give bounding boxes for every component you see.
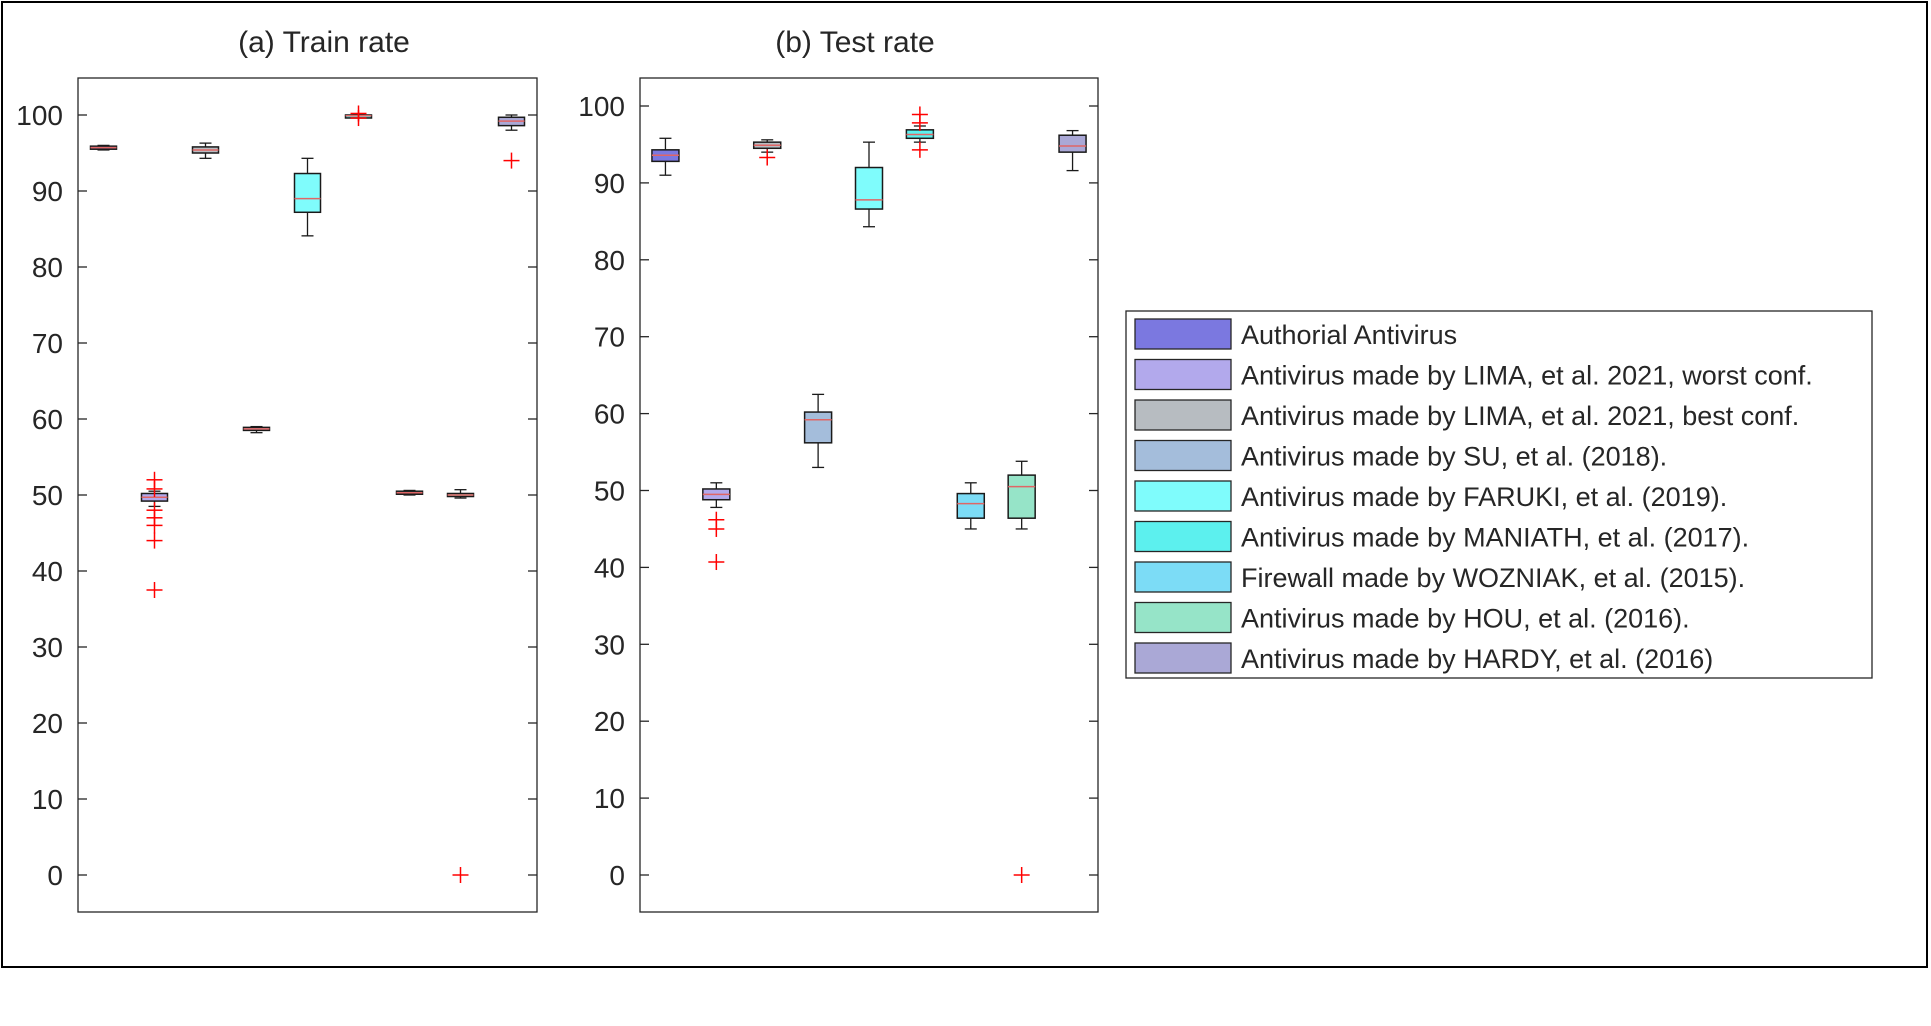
box-group — [1058, 129, 1087, 172]
box-group — [395, 489, 424, 496]
ytick-label: 50 — [594, 476, 625, 507]
ytick-label: 60 — [594, 399, 625, 430]
box-group — [956, 482, 986, 530]
box-group — [651, 137, 680, 176]
ytick-label: 80 — [32, 252, 63, 283]
legend-box — [1125, 310, 1873, 679]
outlier-marker — [759, 149, 776, 166]
ytick-label: 0 — [47, 860, 63, 891]
legend-entry: Antivirus made by FARUKI, et al. (2019). — [1134, 480, 1727, 512]
outlier-marker — [350, 105, 367, 122]
box-group — [752, 139, 782, 166]
legend-swatch — [1134, 561, 1232, 593]
outlier-marker — [146, 480, 163, 497]
outlier-marker — [708, 520, 725, 537]
outlier-marker — [911, 141, 928, 158]
ytick-label: 100 — [578, 91, 625, 122]
box-group — [191, 142, 220, 159]
ytick-label: 70 — [594, 322, 625, 353]
boxes-test — [651, 106, 1087, 883]
box-iqr — [1058, 134, 1087, 153]
outlier-marker — [452, 867, 469, 883]
legend-label: Antivirus made by HARDY, et al. (2016) — [1241, 644, 1713, 674]
box-iqr — [1007, 474, 1036, 519]
box-group — [140, 471, 169, 598]
outlier-marker — [503, 152, 520, 169]
legend-entry: Authorial Antivirus — [1134, 318, 1457, 350]
ticks-test: 0 10 20 30 40 50 60 70 80 90 100 — [578, 91, 1098, 891]
legend-entry: Antivirus made by HOU, et al. (2016). — [1134, 601, 1690, 634]
outlier-marker — [911, 114, 928, 131]
ytick-label: 100 — [16, 100, 63, 131]
ytick-label: 40 — [594, 552, 625, 583]
outlier-marker — [146, 532, 163, 549]
ytick-label: 20 — [594, 706, 625, 737]
legend-swatch — [1134, 601, 1232, 634]
legend-entry: Antivirus made by LIMA, et al. 2021, wor… — [1134, 358, 1813, 391]
legend-swatch — [1134, 520, 1232, 553]
box-iqr — [293, 172, 322, 214]
box-group — [446, 489, 475, 883]
legend-label: Antivirus made by LIMA, et al. 2021, bes… — [1241, 401, 1799, 431]
legend-entry: Antivirus made by HARDY, et al. (2016) — [1134, 642, 1713, 674]
legend-swatch — [1134, 399, 1232, 431]
legend-swatch — [1134, 642, 1232, 674]
legend-swatch — [1134, 318, 1232, 350]
box-group — [497, 114, 526, 169]
panel-title-test: (b) Test rate — [775, 26, 935, 59]
box-group — [293, 157, 322, 237]
legend-label: Antivirus made by FARUKI, et al. (2019). — [1241, 482, 1727, 512]
ytick-label: 10 — [594, 783, 625, 814]
legend-entry: Firewall made by WOZNIAK, et al. (2015). — [1134, 561, 1745, 593]
ytick-label: 20 — [32, 708, 63, 739]
box-group — [905, 106, 935, 158]
ytick-label: 40 — [32, 556, 63, 587]
outlier-marker — [146, 582, 163, 598]
legend-swatch — [1134, 439, 1232, 472]
panel-train-rate: (a) Train rate 0 10 20 30 40 50 60 70 80 90 100 — [16, 26, 538, 913]
legend-label: Antivirus made by HOU, et al. (2016). — [1241, 604, 1690, 634]
ytick-label: 80 — [594, 245, 625, 276]
box-group — [344, 105, 373, 127]
ytick-label: 50 — [32, 480, 63, 511]
legend-label: Antivirus made by MANIATH, et al. (2017)… — [1241, 523, 1749, 553]
legend-swatch — [1134, 480, 1232, 512]
box-group — [242, 425, 271, 434]
ytick-label: 70 — [32, 328, 63, 359]
box-iqr — [854, 166, 884, 210]
panel-test-rate: (b) Test rate 0 10 20 30 40 50 60 70 80 90 100 — [578, 26, 1099, 913]
ytick-label: 10 — [32, 784, 63, 815]
outlier-marker — [1013, 867, 1030, 883]
axes-box-test — [639, 77, 1099, 913]
panel-title-train: (a) Train rate — [238, 26, 410, 59]
box-iqr — [956, 492, 986, 519]
legend-swatch — [1134, 358, 1232, 391]
box-group — [854, 141, 884, 228]
ytick-label: 60 — [32, 404, 63, 435]
legend-entry: Antivirus made by LIMA, et al. 2021, bes… — [1134, 399, 1799, 431]
legend-entry: Antivirus made by MANIATH, et al. (2017)… — [1134, 520, 1749, 553]
legend-label: Firewall made by WOZNIAK, et al. (2015). — [1241, 563, 1745, 593]
legend-entry: Antivirus made by SU, et al. (2018). — [1134, 439, 1667, 472]
legend-entries: Authorial Antivirus Antivirus made by LIM… — [1134, 318, 1813, 674]
legend-label: Antivirus made by LIMA, et al. 2021, wor… — [1241, 361, 1813, 391]
box-group — [1007, 460, 1036, 883]
ytick-label: 30 — [32, 632, 63, 663]
box-group — [89, 144, 118, 151]
ytick-label: 90 — [594, 168, 625, 199]
outlier-marker — [146, 517, 163, 534]
legend-label: Authorial Antivirus — [1241, 320, 1457, 350]
ytick-label: 0 — [609, 860, 625, 891]
legend: Authorial Antivirus Antivirus made by LIM… — [1125, 310, 1873, 679]
ticks-train: 0 10 20 30 40 50 60 70 80 90 100 — [16, 100, 537, 891]
ytick-label: 30 — [594, 629, 625, 660]
outlier-marker — [708, 554, 725, 571]
legend-label: Antivirus made by SU, et al. (2018). — [1241, 442, 1667, 472]
box-group — [702, 482, 731, 571]
ytick-label: 90 — [32, 176, 63, 207]
boxes-train — [89, 105, 526, 883]
box-iqr — [803, 411, 833, 444]
box-group — [803, 393, 833, 469]
